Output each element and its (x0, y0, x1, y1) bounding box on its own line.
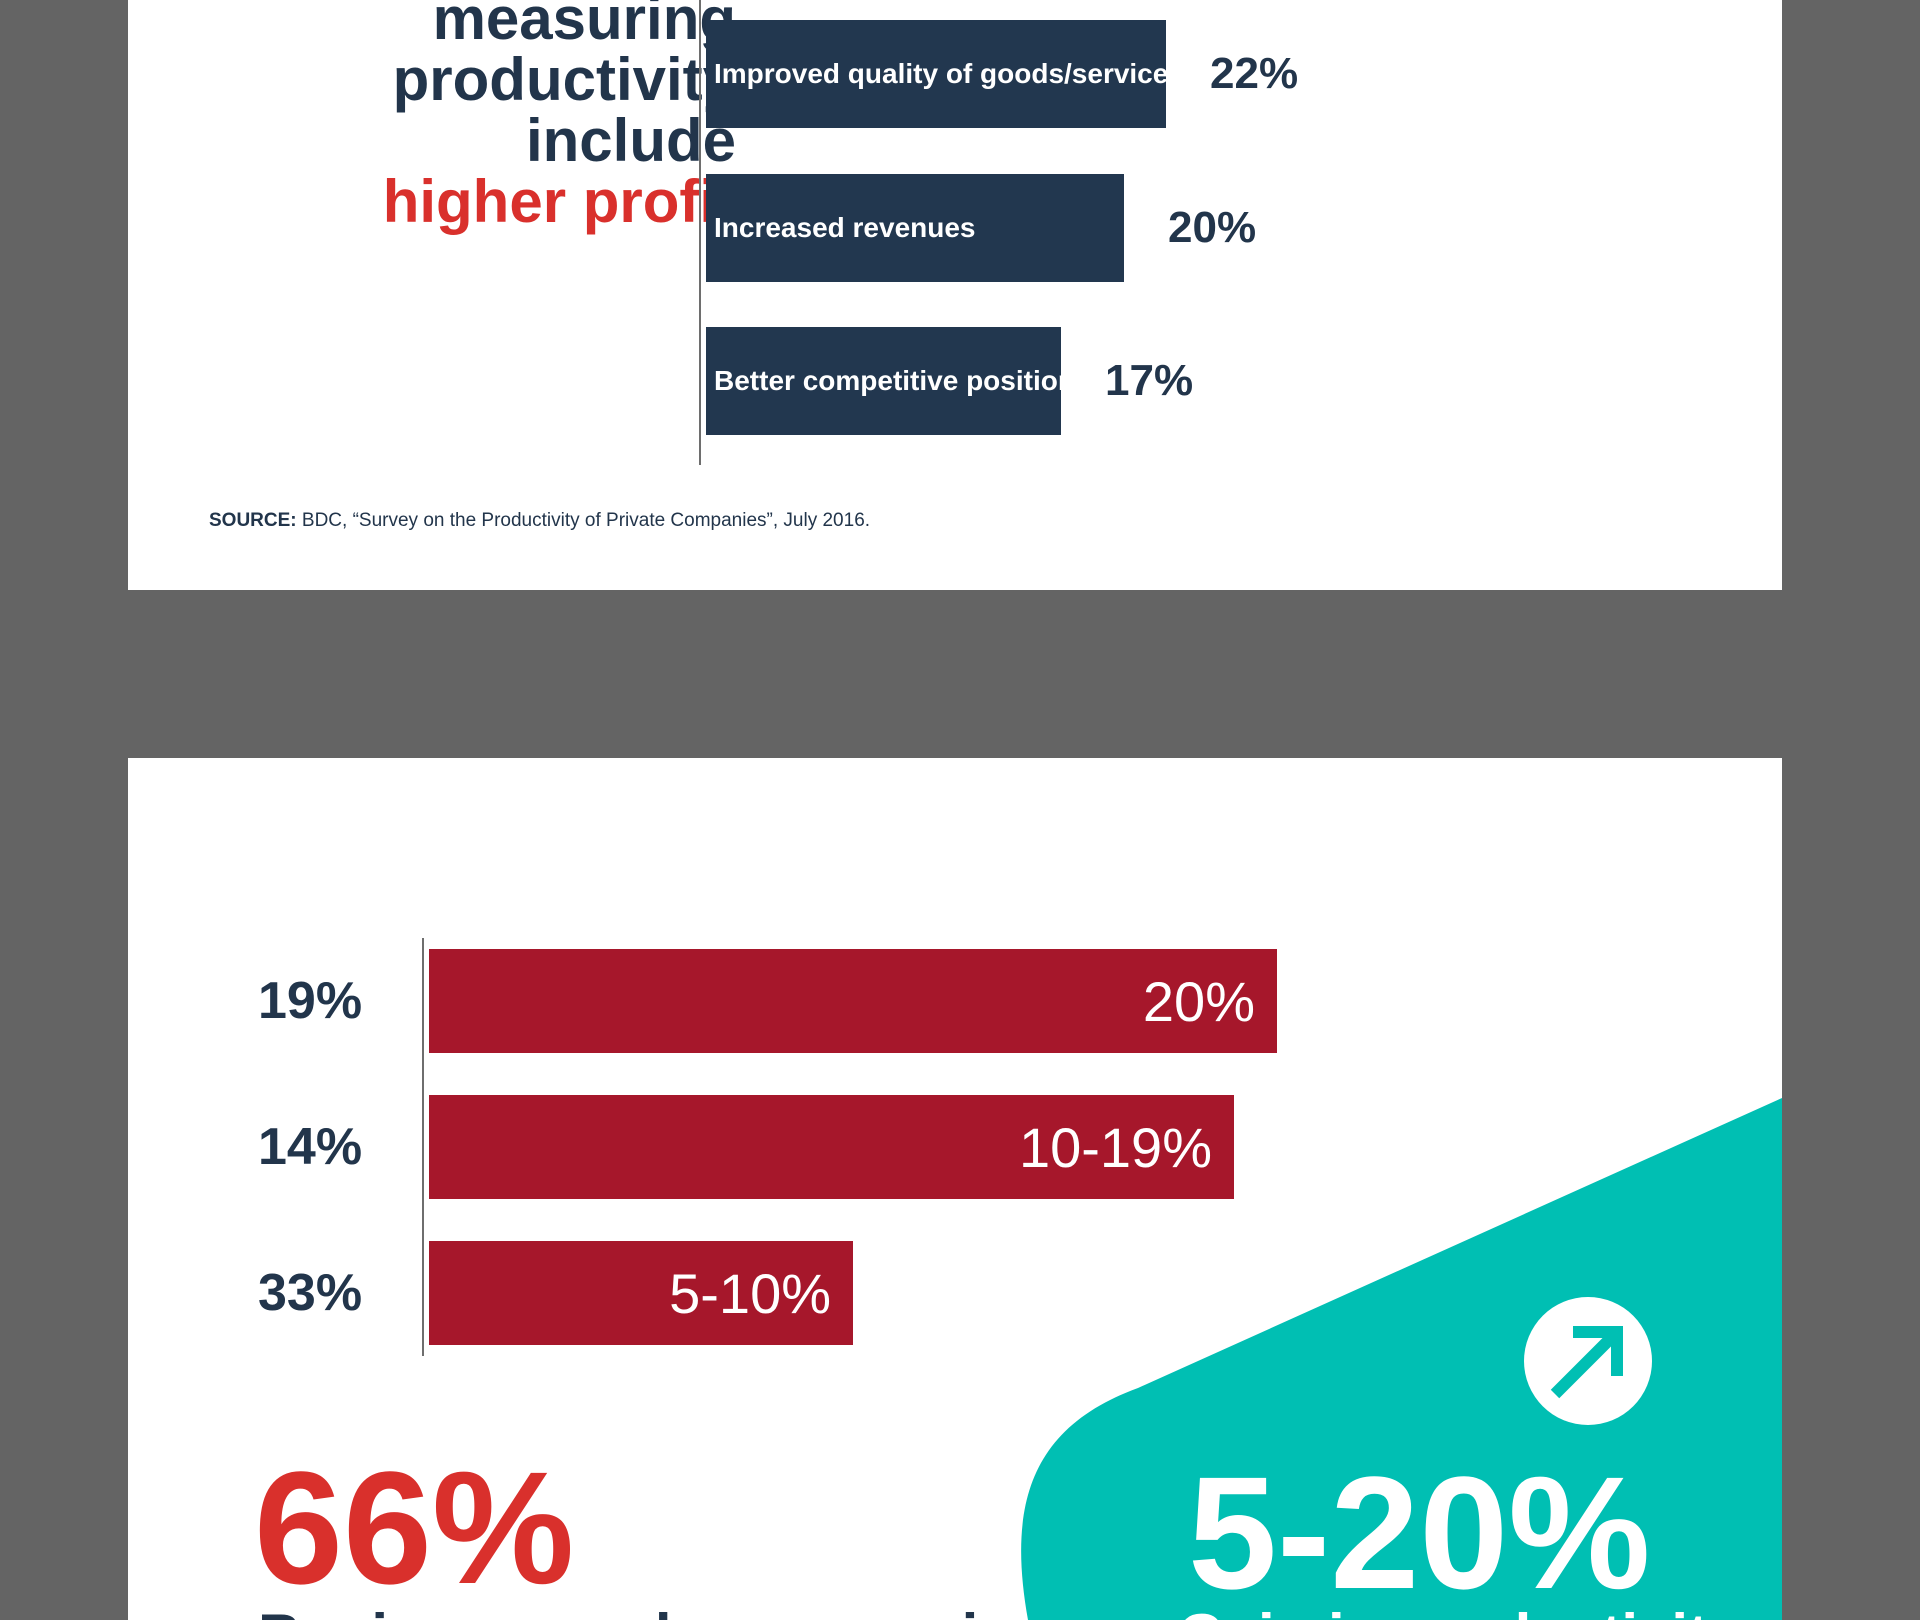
source-text: BDC, “Survey on the Productivity of Priv… (296, 510, 871, 531)
top-panel: measuring productivity include higher pr… (128, 0, 1782, 590)
headline-line-1: measuring (432, 0, 736, 52)
big-stat-caption: Businesses who saw an in (258, 1606, 1015, 1620)
source-label: SOURCE: (209, 510, 297, 531)
top-bar-value-2: 17% (1105, 356, 1194, 405)
teal-stat: 5-20% (1188, 1443, 1651, 1620)
headline-line-3: include (525, 107, 736, 174)
bottom-bar-2: 5-10% (429, 1241, 853, 1345)
source-note: SOURCE: BDC, “Survey on the Productivity… (209, 510, 870, 532)
teal-stat-caption: Gain in productivity (1178, 1606, 1741, 1620)
bottom-bar-1: 10-19% (429, 1095, 1234, 1199)
top-bar-label-2: Better competitive positioning (714, 365, 1061, 396)
top-bar-label-1: Increased revenues (714, 212, 976, 243)
arrow-up-right-icon (1524, 1297, 1652, 1425)
bottom-chart-axis (422, 938, 424, 1356)
top-bar-2: Better competitive positioning (706, 327, 1061, 435)
top-bar-value-1: 20% (1168, 203, 1257, 252)
bottom-bar-value-0: 19% (258, 972, 363, 1030)
teal-corner-shape (1021, 1098, 1782, 1620)
bottom-bar-value-1: 14% (258, 1118, 363, 1176)
top-chart-axis (699, 0, 701, 465)
top-bar-value-0: 22% (1210, 49, 1299, 98)
bottom-bar-label-1: 10-19% (1018, 1115, 1212, 1179)
headline: measuring productivity include higher pr… (216, 0, 736, 232)
top-bar-0: Improved quality of goods/services (706, 20, 1166, 128)
headline-highlight: higher profit (382, 168, 736, 235)
top-bar-1: Increased revenues (706, 174, 1124, 282)
bottom-panel: 20% 19% 10-19% 14% 5-10% 33% 66% Businesses w… (128, 758, 1782, 1620)
top-bar-label-0: Improved quality of goods/services (714, 58, 1166, 89)
bottom-bar-label-2: 5-10% (669, 1261, 831, 1325)
big-stat: 66% (254, 1438, 575, 1617)
bottom-bar-label-0: 20% (1142, 969, 1255, 1033)
bottom-bar-value-2: 33% (258, 1264, 363, 1322)
headline-line-2: productivity (392, 46, 736, 113)
bottom-bar-0: 20% (429, 949, 1277, 1053)
